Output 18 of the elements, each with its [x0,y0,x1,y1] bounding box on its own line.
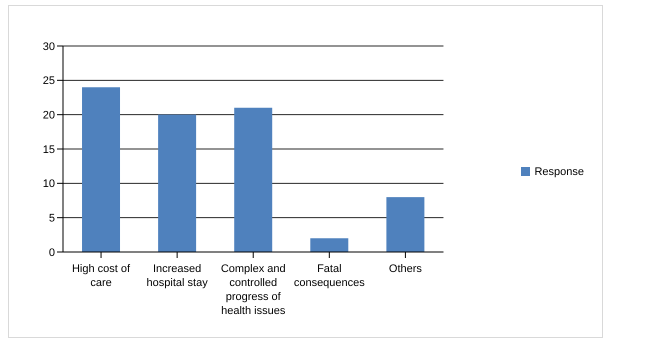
bar [310,238,348,252]
y-tick-label: 25 [42,75,55,88]
x-tick-label: Increased hospital stay [146,263,208,289]
x-tick-label: Fatal consequences [294,263,366,289]
bar [158,114,196,252]
y-tick-label: 5 [48,212,55,225]
x-tick-label: Others [388,263,422,275]
y-tick-label: 10 [42,178,55,190]
bar [234,108,272,252]
y-tick-label: 0 [48,246,55,259]
x-tick-label: Complex and controlled progress of health issues [220,263,286,317]
y-tick-label: 15 [42,144,55,156]
legend-label: Response [534,166,584,178]
bar [386,197,424,252]
y-tick-label: 20 [42,110,55,122]
x-tick-label: High cost of care [72,263,132,289]
bar [82,87,120,252]
y-tick-label: 30 [42,40,55,53]
